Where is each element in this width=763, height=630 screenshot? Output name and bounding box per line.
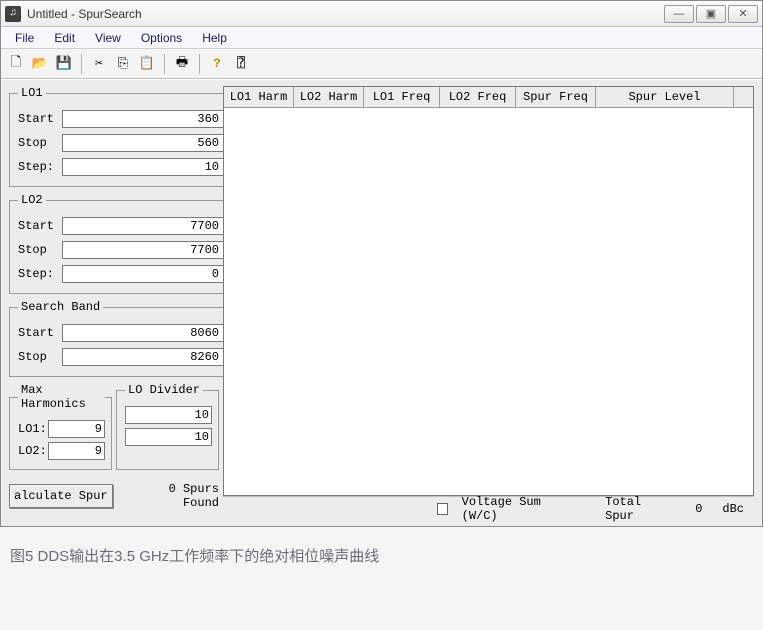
menu-file[interactable]: File xyxy=(7,29,42,47)
lodiv-1-input[interactable] xyxy=(125,406,212,424)
spurs-found-label: Found xyxy=(123,496,219,510)
total-spur-label: Total Spur xyxy=(605,495,667,523)
grid-body[interactable] xyxy=(224,108,753,495)
voltage-sum-label: Voltage Sum (W/C) xyxy=(462,495,568,523)
spurs-count: 0 Spurs xyxy=(123,482,219,496)
close-button[interactable]: ✕ xyxy=(728,5,758,23)
spurs-found-text: 0 Spurs Found xyxy=(123,482,219,511)
grid-col-header[interactable]: LO2 Freq xyxy=(440,87,516,107)
maximize-button[interactable]: ▣ xyxy=(696,5,726,23)
lo2-start-input[interactable] xyxy=(62,217,224,235)
save-icon[interactable]: 💾 xyxy=(53,53,75,75)
lo2-start-label: Start xyxy=(18,219,62,233)
toolbar-sep xyxy=(164,54,165,74)
lodiv-2-input[interactable] xyxy=(125,428,212,446)
toolbar: 🗋 📂 💾 ✂ ⎘ 📋 🖶 ? ⍰ xyxy=(1,49,762,79)
menubar: File Edit View Options Help xyxy=(1,27,762,49)
voltage-sum-checkbox[interactable] xyxy=(437,503,448,515)
grid-col-header[interactable]: LO2 Harm xyxy=(294,87,364,107)
grid-header: LO1 HarmLO2 HarmLO1 FreqLO2 FreqSpur Fre… xyxy=(224,87,753,108)
left-panel: LO1 Start MHz Stop MHz Step: MHz xyxy=(1,80,223,526)
grid-col-header[interactable]: Spur Freq xyxy=(516,87,596,107)
maxharm-lo2-input[interactable] xyxy=(48,442,105,460)
lo1-stop-input[interactable] xyxy=(62,134,224,152)
maxharm-lo1-input[interactable] xyxy=(48,420,105,438)
about-icon[interactable]: ? xyxy=(206,53,228,75)
group-maxharmonics: Max Harmonics LO1: LO2: xyxy=(9,383,112,470)
lo2-step-input[interactable] xyxy=(62,265,224,283)
lo1-step-input[interactable] xyxy=(62,158,224,176)
status-bar: Voltage Sum (W/C) Total Spur 0 dBc xyxy=(223,496,754,520)
lo2-stop-label: Stop xyxy=(18,243,62,257)
grid-col-header[interactable]: LO1 Harm xyxy=(224,87,294,107)
menu-view[interactable]: View xyxy=(87,29,129,47)
paste-icon[interactable]: 📋 xyxy=(136,53,158,75)
window-title: Untitled - SpurSearch xyxy=(27,7,664,21)
lo1-step-label: Step: xyxy=(18,160,62,174)
lo1-start-label: Start xyxy=(18,112,62,126)
sb-start-input[interactable] xyxy=(62,324,224,342)
app-window: ♫ Untitled - SpurSearch — ▣ ✕ File Edit … xyxy=(0,0,763,527)
copy-icon[interactable]: ⎘ xyxy=(112,53,134,75)
group-searchband-legend: Search Band xyxy=(18,300,103,314)
grid-col-header[interactable]: LO1 Freq xyxy=(364,87,440,107)
app-icon: ♫ xyxy=(5,6,21,22)
total-spur-unit: dBc xyxy=(722,502,744,516)
sb-stop-input[interactable] xyxy=(62,348,224,366)
right-panel: LO1 HarmLO2 HarmLO1 FreqLO2 FreqSpur Fre… xyxy=(223,80,762,526)
results-grid[interactable]: LO1 HarmLO2 HarmLO1 FreqLO2 FreqSpur Fre… xyxy=(223,86,754,496)
calculate-spur-button[interactable]: alculate Spur xyxy=(9,484,113,508)
figure-caption: 图5 DDS输出在3.5 GHz工作频率下的绝对相位噪声曲线 xyxy=(0,527,763,584)
group-lo2-legend: LO2 xyxy=(18,193,46,207)
lo2-stop-input[interactable] xyxy=(62,241,224,259)
group-lodivider: LO Divider xyxy=(116,383,219,470)
whatsthis-icon[interactable]: ⍰ xyxy=(230,53,252,75)
grid-col-header[interactable]: Spur Level xyxy=(596,87,734,107)
maxharm-lo2-label: LO2: xyxy=(18,444,48,458)
group-lo1-legend: LO1 xyxy=(18,86,46,100)
lo1-stop-label: Stop xyxy=(18,136,62,150)
maxharm-lo1-label: LO1: xyxy=(18,422,48,436)
toolbar-sep xyxy=(199,54,200,74)
lo1-start-input[interactable] xyxy=(62,110,224,128)
new-icon[interactable]: 🗋 xyxy=(5,53,27,75)
menu-help[interactable]: Help xyxy=(194,29,235,47)
cut-icon[interactable]: ✂ xyxy=(88,53,110,75)
titlebar[interactable]: ♫ Untitled - SpurSearch — ▣ ✕ xyxy=(1,1,762,27)
menu-options[interactable]: Options xyxy=(133,29,190,47)
sb-stop-label: Stop xyxy=(18,350,62,364)
menu-edit[interactable]: Edit xyxy=(46,29,83,47)
lo2-step-label: Step: xyxy=(18,267,62,281)
print-icon[interactable]: 🖶 xyxy=(171,53,193,75)
sb-start-label: Start xyxy=(18,326,62,340)
group-lodiv-legend: LO Divider xyxy=(125,383,203,397)
minimize-button[interactable]: — xyxy=(664,5,694,23)
open-icon[interactable]: 📂 xyxy=(29,53,51,75)
total-spur-value: 0 xyxy=(695,502,702,516)
group-maxharm-legend: Max Harmonics xyxy=(18,383,105,411)
toolbar-sep xyxy=(81,54,82,74)
client-area: LO1 Start MHz Stop MHz Step: MHz xyxy=(1,79,762,526)
